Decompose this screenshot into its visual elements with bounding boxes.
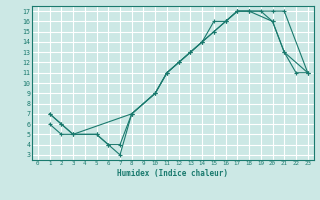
X-axis label: Humidex (Indice chaleur): Humidex (Indice chaleur) (117, 169, 228, 178)
